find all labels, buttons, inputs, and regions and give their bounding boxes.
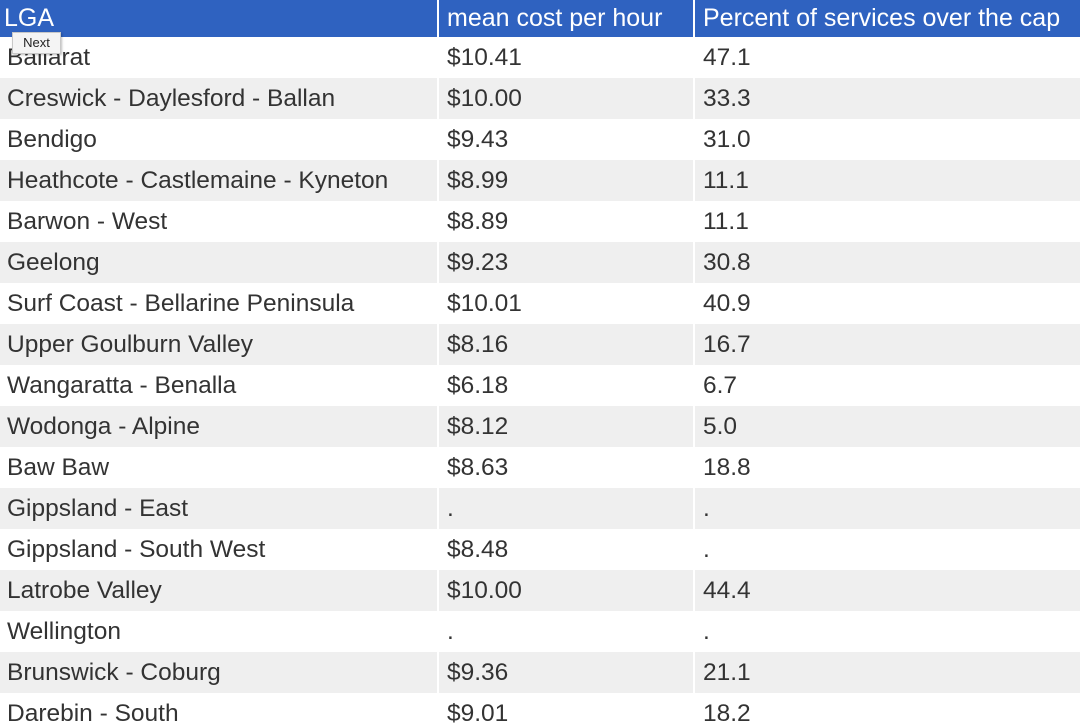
table-row: Latrobe Valley $10.00 44.4 [0,570,1080,611]
percent-over-cap-cell: 21.1 [694,652,1080,693]
lga-cell: Baw Baw [0,447,439,488]
table-row: Darebin - South $9.01 18.2 [0,693,1080,725]
percent-over-cap-cell: 47.1 [694,37,1080,78]
column-header-percent-over-cap[interactable]: Percent of services over the cap [694,0,1080,37]
mean-cost-cell: $10.01 [438,283,695,324]
lga-cell: Latrobe Valley [0,570,439,611]
header-row: LGA mean cost per hour Percent of servic… [0,0,1080,37]
table-row: Wellington.. [0,611,1080,652]
percent-over-cap-cell: 31.0 [694,119,1080,160]
mean-cost-cell: $10.00 [438,570,695,611]
table-row: Brunswick - Coburg $9.36 21.1 [0,652,1080,693]
percent-over-cap-cell: 11.1 [694,201,1080,242]
lga-cell: Brunswick - Coburg [0,652,439,693]
percent-over-cap-cell: 44.4 [694,570,1080,611]
table-row: Upper Goulburn Valley $8.16 16.7 [0,324,1080,365]
lga-cell: Upper Goulburn Valley [0,324,439,365]
table-row: Gippsland - South West $8.48. [0,529,1080,570]
next-tooltip: Next [12,32,61,54]
mean-cost-cell: $9.01 [438,693,695,725]
lga-cell: Heathcote - Castlemaine - Kyneton [0,160,439,201]
mean-cost-cell: $9.23 [438,242,695,283]
table-row: Baw Baw $8.63 18.8 [0,447,1080,488]
mean-cost-cell: $8.89 [438,201,695,242]
mean-cost-cell: $8.63 [438,447,695,488]
lga-cell: Wangaratta - Benalla [0,365,439,406]
table-body: Ballarat $10.41 47.1 Creswick - Daylesford … [0,37,1080,725]
lga-cell: Gippsland - South West [0,529,439,570]
table-row: Wodonga - Alpine $8.12 5.0 [0,406,1080,447]
table-row: Ballarat $10.41 47.1 [0,37,1080,78]
table-row: Surf Coast - Bellarine Peninsula $10.01 40… [0,283,1080,324]
percent-over-cap-cell: 6.7 [694,365,1080,406]
mean-cost-cell: $10.41 [438,37,695,78]
percent-over-cap-cell: . [694,488,1080,529]
lga-cell: Barwon - West [0,201,439,242]
mean-cost-cell: . [438,488,695,529]
column-header-lga[interactable]: LGA [0,0,439,37]
table-row: Wangaratta - Benalla $6.18 6.7 [0,365,1080,406]
lga-cell: Creswick - Daylesford - Ballan [0,78,439,119]
mean-cost-cell: $8.16 [438,324,695,365]
lga-cell: Gippsland - East [0,488,439,529]
lga-cell: Geelong [0,242,439,283]
table-row: Creswick - Daylesford - Ballan $10.00 33.3 [0,78,1080,119]
percent-over-cap-cell: 11.1 [694,160,1080,201]
lga-cell: Bendigo [0,119,439,160]
table-row: Geelong $9.23 30.8 [0,242,1080,283]
table-row: Barwon - West $8.89 11.1 [0,201,1080,242]
mean-cost-cell: $9.43 [438,119,695,160]
table-row: Bendigo $9.43 31.0 [0,119,1080,160]
lga-cell: Wellington [0,611,439,652]
lga-cell: Ballarat [0,37,439,78]
percent-over-cap-cell: 33.3 [694,78,1080,119]
percent-over-cap-cell: 30.8 [694,242,1080,283]
percent-over-cap-cell: 18.8 [694,447,1080,488]
mean-cost-cell: $10.00 [438,78,695,119]
mean-cost-cell: . [438,611,695,652]
lga-cell: Darebin - South [0,693,439,725]
percent-over-cap-cell: 40.9 [694,283,1080,324]
mean-cost-cell: $8.99 [438,160,695,201]
lga-cell: Wodonga - Alpine [0,406,439,447]
percent-over-cap-cell: 18.2 [694,693,1080,725]
mean-cost-cell: $9.36 [438,652,695,693]
lga-cell: Surf Coast - Bellarine Peninsula [0,283,439,324]
mean-cost-cell: $6.18 [438,365,695,406]
percent-over-cap-cell: 5.0 [694,406,1080,447]
percent-over-cap-cell: 16.7 [694,324,1080,365]
percent-over-cap-cell: . [694,611,1080,652]
table-row: Gippsland - East.. [0,488,1080,529]
table-header: LGA mean cost per hour Percent of servic… [0,0,1080,37]
percent-over-cap-cell: . [694,529,1080,570]
mean-cost-cell: $8.12 [438,406,695,447]
column-header-mean-cost[interactable]: mean cost per hour [438,0,695,37]
mean-cost-cell: $8.48 [438,529,695,570]
table-row: Heathcote - Castlemaine - Kyneton $8.99 11… [0,160,1080,201]
